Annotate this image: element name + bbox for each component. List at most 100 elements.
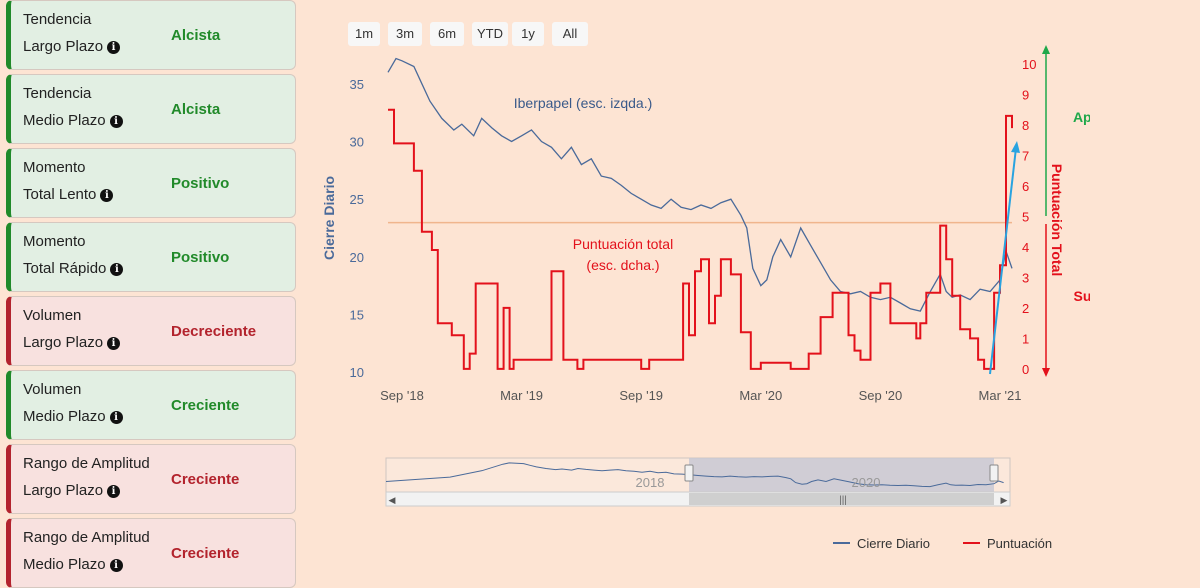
indicator-subtitle-text: Total Rápido	[23, 260, 107, 277]
right-tick-label: 0	[1022, 362, 1029, 377]
price-score-chart: 10 15 20 25 30 35 Cierre Diario 0 1 2 3 4 5 6 7 8 9 10 Pun…	[321, 45, 1090, 551]
indicator-title: Momento	[23, 159, 86, 176]
scroll-right-icon[interactable]: ▶	[1001, 495, 1008, 505]
info-icon[interactable]: i	[107, 41, 121, 54]
indicator-status: Alcista	[171, 27, 221, 44]
legend-price-label: Cierre Diario	[857, 536, 930, 551]
info-icon[interactable]: i	[107, 337, 121, 350]
score-annotation-line1: Puntuación total	[573, 236, 673, 252]
right-tick-label: 2	[1022, 301, 1029, 316]
indicator-card: Tendencia Largo Plazo i Alcista	[6, 0, 296, 70]
indicator-title: Rango de Amplitud	[23, 455, 150, 472]
indicator-card: Rango de Amplitud Medio Plazo i Creciente	[6, 518, 296, 588]
failed-arrow-head	[1042, 368, 1050, 377]
trend-arrow-line	[989, 147, 1017, 375]
indicator-subtitle-text: Medio Plazo	[23, 556, 106, 573]
navigator-selection	[689, 458, 994, 492]
indicator-card: Rango de Amplitud Largo Plazo i Creciente	[6, 444, 296, 514]
left-tick-label: 35	[350, 77, 364, 92]
right-tick-label: 5	[1022, 210, 1029, 225]
indicator-subtitle: Medio Plazo i	[23, 112, 123, 129]
indicator-subtitle: Medio Plazo i	[23, 408, 123, 425]
right-tick-label: 9	[1022, 88, 1029, 103]
indicator-title: Tendencia	[23, 85, 92, 102]
indicator-subtitle-text: Largo Plazo	[23, 334, 104, 351]
right-tick-label: 4	[1022, 240, 1029, 255]
indicator-status: Creciente	[171, 471, 240, 488]
indicator-status: Positivo	[171, 175, 230, 192]
price-series-annotation: Iberpapel (esc. izqda.)	[514, 95, 653, 111]
info-icon[interactable]: i	[110, 263, 124, 276]
x-tick-label: Mar '21	[979, 388, 1022, 403]
scrollbar-grip-icon: |||	[839, 495, 847, 506]
right-tick-label: 6	[1022, 179, 1029, 194]
indicator-status: Decreciente	[171, 323, 257, 340]
indicator-card: Volumen Medio Plazo i Creciente	[6, 370, 296, 440]
info-icon[interactable]: i	[100, 189, 114, 202]
score-series-line	[388, 108, 1013, 370]
navigator-year-label: 2020	[852, 475, 881, 490]
right-tick-label: 3	[1022, 270, 1029, 285]
indicator-card: Momento Total Rápido i Positivo	[6, 222, 296, 292]
indicator-card: Volumen Largo Plazo i Decreciente	[6, 296, 296, 366]
x-tick-label: Sep '18	[380, 388, 424, 403]
navigator-year-label: 2018	[636, 475, 665, 490]
indicator-status: Creciente	[171, 545, 240, 562]
indicator-card: Momento Total Lento i Positivo	[6, 148, 296, 218]
right-tick-label: 8	[1022, 118, 1029, 133]
indicator-subtitle: Largo Plazo i	[23, 334, 121, 351]
left-tick-label: 15	[350, 308, 364, 323]
left-tick-label: 25	[350, 192, 364, 207]
indicator-title: Momento	[23, 233, 86, 250]
info-icon[interactable]: i	[109, 115, 123, 128]
score-annotation-line2: (esc. dcha.)	[586, 257, 659, 273]
scrollbar-thumb[interactable]	[689, 493, 994, 505]
trend-arrow-head	[1011, 141, 1020, 153]
scroll-left-icon[interactable]: ◀	[389, 495, 396, 505]
indicator-subtitle: Total Rápido i	[23, 260, 124, 277]
indicator-title: Tendencia	[23, 11, 92, 28]
indicator-subtitle-text: Largo Plazo	[23, 482, 104, 499]
indicator-card: Tendencia Medio Plazo i Alcista	[6, 74, 296, 144]
range-button-1y[interactable]: 1y	[512, 22, 544, 46]
legend-score-label: Puntuación	[987, 536, 1052, 551]
navigator-handle[interactable]	[684, 464, 694, 482]
indicator-subtitle: Medio Plazo i	[23, 556, 123, 573]
indicator-subtitle: Largo Plazo i	[23, 482, 121, 499]
indicator-subtitle: Total Lento i	[23, 186, 114, 203]
navigator-handle[interactable]	[989, 464, 999, 482]
right-tick-label: 10	[1022, 57, 1036, 72]
left-tick-label: 10	[350, 365, 364, 380]
info-icon[interactable]: i	[109, 411, 123, 424]
indicator-title: Rango de Amplitud	[23, 529, 150, 546]
right-tick-label: 1	[1022, 331, 1029, 346]
x-tick-label: Mar '20	[739, 388, 782, 403]
x-tick-label: Sep '20	[859, 388, 903, 403]
range-button-ytd[interactable]: YTD	[472, 22, 508, 46]
x-tick-label: Mar '19	[500, 388, 543, 403]
indicator-subtitle-text: Largo Plazo	[23, 38, 104, 55]
failed-label: Suspenso	[1074, 288, 1090, 304]
navigator-series-line	[385, 462, 1004, 488]
indicator-subtitle: Largo Plazo i	[23, 38, 121, 55]
range-button-all[interactable]: All	[552, 22, 588, 46]
info-icon[interactable]: i	[107, 485, 121, 498]
indicator-title: Volumen	[23, 381, 82, 398]
left-tick-label: 30	[350, 135, 364, 150]
indicator-subtitle-text: Medio Plazo	[23, 408, 106, 425]
left-axis-title: Cierre Diario	[321, 176, 337, 260]
right-axis-title: Puntuación Total	[1049, 164, 1065, 277]
range-button-6m[interactable]: 6m	[430, 22, 464, 46]
indicator-status: Positivo	[171, 249, 230, 266]
indicator-subtitle-text: Medio Plazo	[23, 112, 106, 129]
info-icon[interactable]: i	[109, 559, 123, 572]
price-series-line	[387, 57, 1013, 312]
range-button-1m[interactable]: 1m	[348, 22, 380, 46]
indicator-status: Creciente	[171, 397, 240, 414]
indicator-status: Alcista	[171, 101, 221, 118]
indicator-subtitle-text: Total Lento	[23, 186, 97, 203]
right-tick-label: 7	[1022, 149, 1029, 164]
range-button-3m[interactable]: 3m	[388, 22, 422, 46]
indicator-title: Volumen	[23, 307, 82, 324]
left-tick-label: 20	[350, 250, 364, 265]
